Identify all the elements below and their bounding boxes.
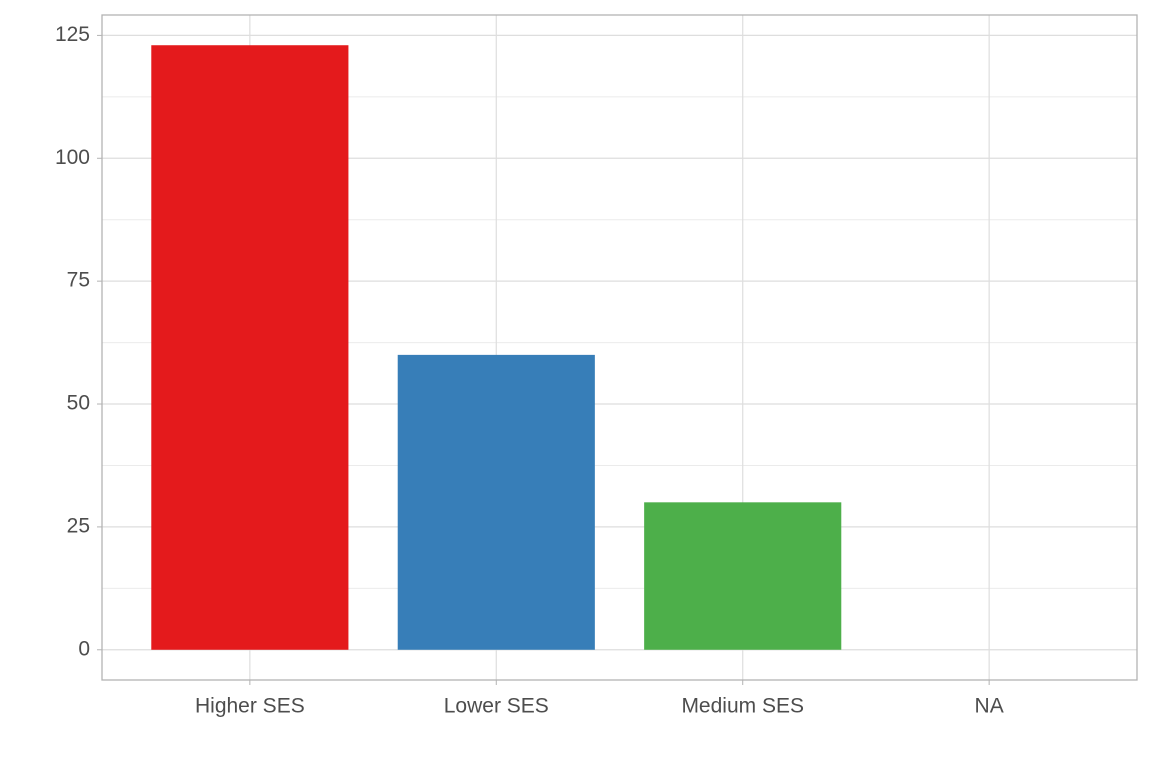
y-tick-label: 0 — [78, 637, 90, 660]
y-tick-label: 25 — [67, 514, 90, 537]
x-tick-label: Higher SES — [195, 695, 305, 718]
x-tick-label: Medium SES — [681, 695, 804, 718]
x-tick-label: NA — [975, 695, 1004, 718]
bar — [151, 45, 349, 650]
bar — [397, 354, 595, 650]
y-tick-label: 75 — [67, 269, 90, 292]
y-tick-label: 100 — [55, 146, 90, 169]
panel-border — [101, 14, 1138, 681]
y-tick-label: 50 — [67, 392, 90, 415]
y-tick-label: 125 — [55, 23, 90, 46]
x-tick-label: Lower SES — [444, 695, 549, 718]
bar — [644, 502, 842, 650]
